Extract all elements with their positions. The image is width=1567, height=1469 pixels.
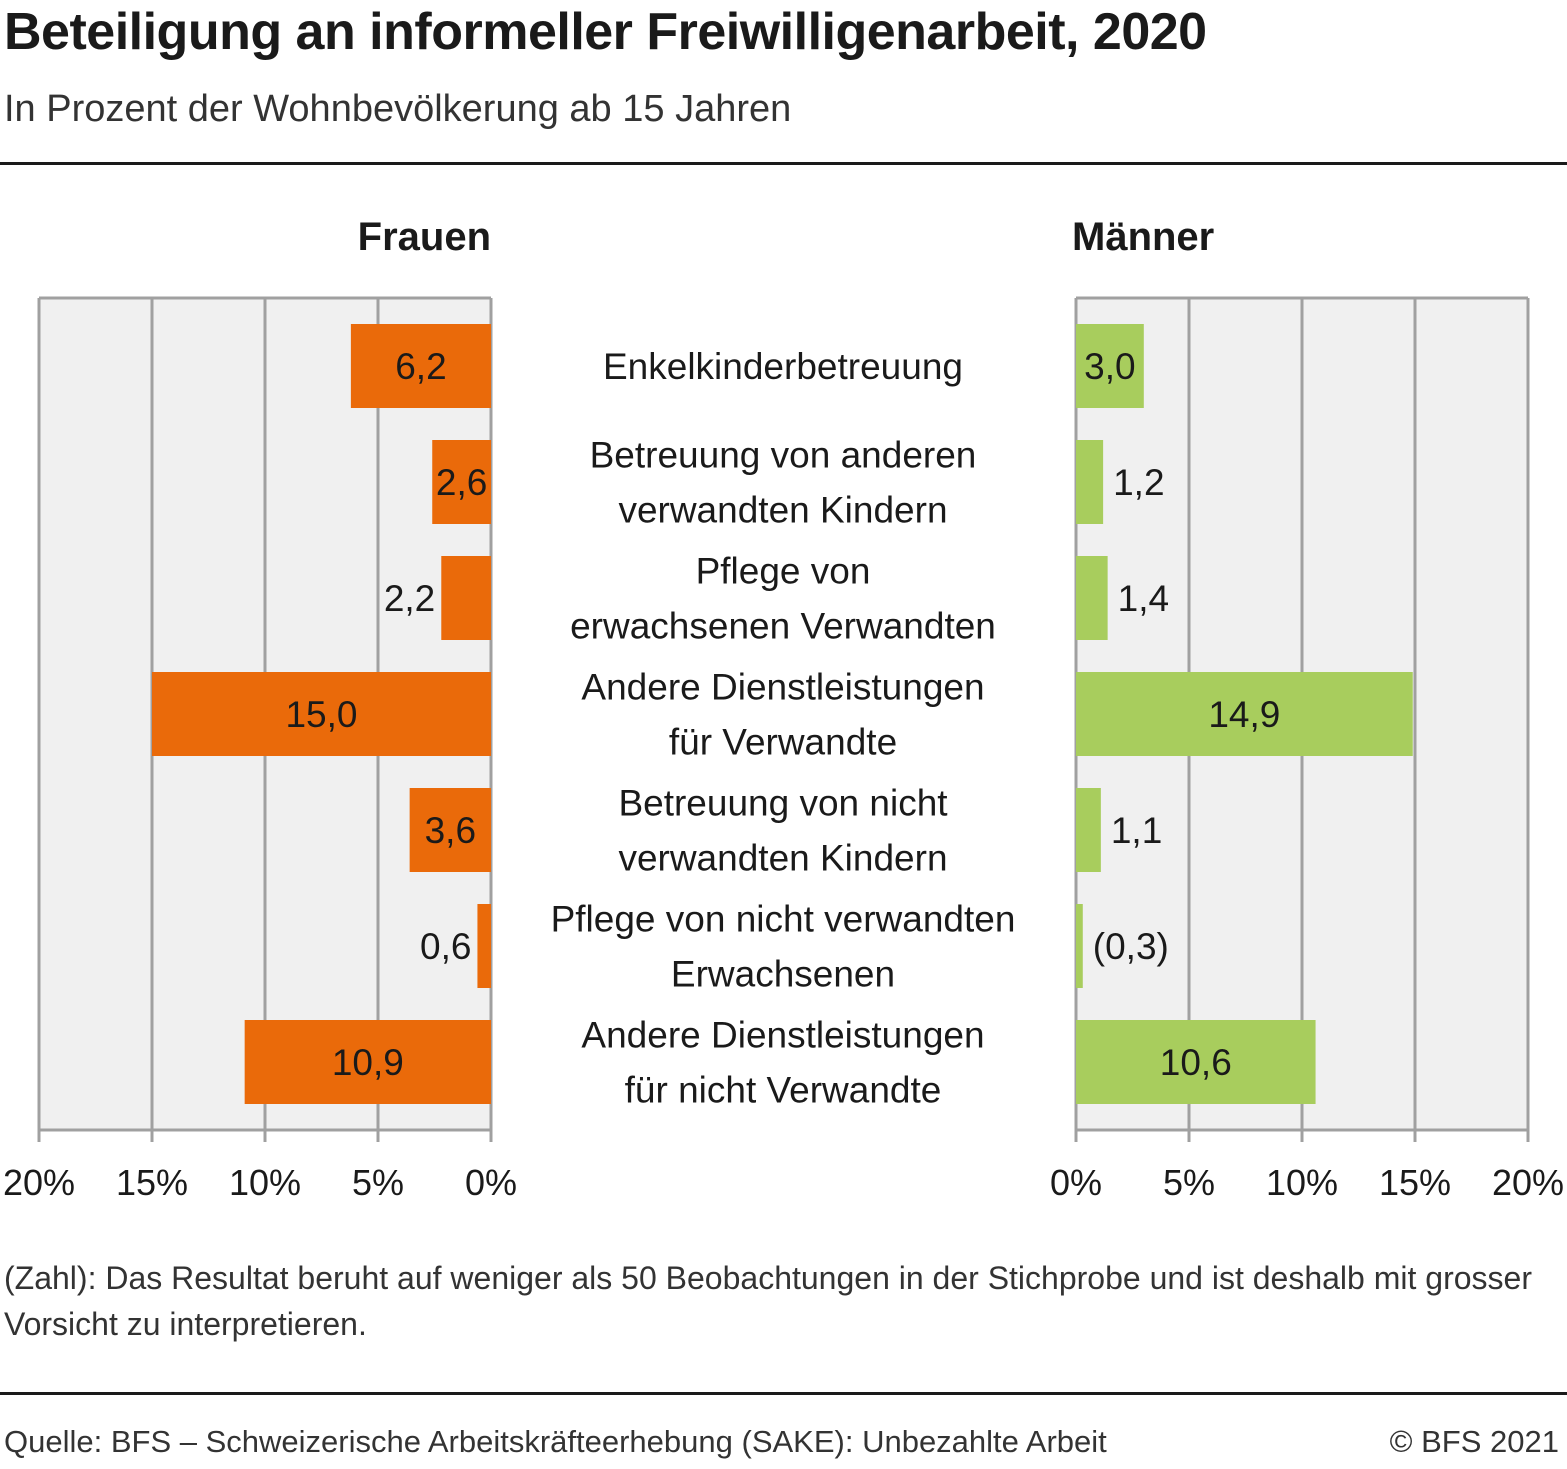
bar-frauen	[477, 904, 491, 988]
data-label-maenner: 1,4	[1118, 578, 1169, 619]
bar-frauen	[432, 440, 491, 524]
footnote: (Zahl): Das Resultat beruht auf weniger …	[4, 1260, 1532, 1342]
x-tick-label-frauen: 0%	[465, 1162, 517, 1203]
data-label-frauen: 2,6	[436, 462, 487, 503]
data-label-frauen: 6,2	[395, 346, 446, 387]
category-label: Andere Dienstleistungen	[581, 667, 984, 708]
data-label-frauen: 0,6	[420, 926, 471, 967]
x-tick-label-frauen: 5%	[352, 1162, 404, 1203]
x-tick-label-frauen: 10%	[229, 1162, 301, 1203]
category-label: Enkelkinderbetreuung	[603, 346, 963, 387]
category-label: Andere Dienstleistungen	[581, 1015, 984, 1056]
data-label-maenner: 1,1	[1111, 810, 1162, 851]
data-label-frauen: 3,6	[425, 810, 476, 851]
x-tick-label-maenner: 0%	[1050, 1162, 1102, 1203]
data-label-frauen: 15,0	[285, 694, 357, 735]
data-label-frauen: 10,9	[332, 1042, 404, 1083]
x-tick-label-frauen: 20%	[3, 1162, 75, 1203]
chart-title: Beteiligung an informeller Freiwilligena…	[4, 3, 1207, 61]
x-tick-label-maenner: 20%	[1492, 1162, 1564, 1203]
legend-frauen: Frauen	[358, 215, 491, 259]
bottom-divider	[0, 1392, 1567, 1395]
top-divider	[0, 162, 1567, 165]
category-label: verwandten Kindern	[618, 490, 947, 531]
bar-frauen	[441, 556, 491, 640]
bar-maenner	[1076, 1020, 1316, 1104]
data-label-maenner: 3,0	[1084, 346, 1135, 387]
bar-maenner	[1076, 440, 1104, 524]
bar-frauen	[409, 788, 491, 872]
data-label-maenner: 10,6	[1160, 1042, 1232, 1083]
category-label: Pflege von nicht verwandten	[551, 899, 1016, 940]
bar-frauen	[244, 1020, 491, 1104]
chart-subtitle: In Prozent der Wohnbevölkerung ab 15 Jah…	[4, 88, 792, 130]
x-tick-label-frauen: 15%	[116, 1162, 188, 1203]
category-label: erwachsenen Verwandten	[570, 606, 996, 647]
butterfly-bar-chart: 0% 0% 5% 5% 10% 10% 15% 15% 20% 20% Frauen Männer 6,…	[3, 215, 1564, 1203]
bar-maenner	[1076, 788, 1101, 872]
bar-maenner	[1076, 324, 1144, 408]
x-tick-label-maenner: 10%	[1266, 1162, 1338, 1203]
category-label: Pflege von	[696, 551, 871, 592]
data-label-maenner: (0,3)	[1093, 926, 1169, 967]
category-label: verwandten Kindern	[618, 838, 947, 879]
copyright-text: © BFS 2021	[1389, 1424, 1559, 1459]
category-label: für nicht Verwandte	[625, 1070, 942, 1111]
data-label-maenner: 1,2	[1113, 462, 1164, 503]
x-tick-label-maenner: 5%	[1163, 1162, 1215, 1203]
bar-maenner	[1076, 904, 1083, 988]
bar-frauen	[350, 324, 491, 408]
category-label: Betreuung von nicht	[618, 783, 948, 824]
legend-maenner: Männer	[1072, 215, 1214, 259]
bar-maenner	[1076, 556, 1108, 640]
category-label: für Verwandte	[669, 722, 897, 763]
x-tick-label-maenner: 15%	[1379, 1162, 1451, 1203]
category-label: Betreuung von anderen	[590, 435, 977, 476]
category-label: Erwachsenen	[671, 954, 895, 995]
data-label-frauen: 2,2	[384, 578, 435, 619]
source-text: Quelle: BFS – Schweizerische Arbeitskräf…	[4, 1424, 1107, 1459]
data-label-maenner: 14,9	[1208, 694, 1280, 735]
bar-maenner	[1076, 672, 1413, 756]
bar-frauen	[152, 672, 491, 756]
